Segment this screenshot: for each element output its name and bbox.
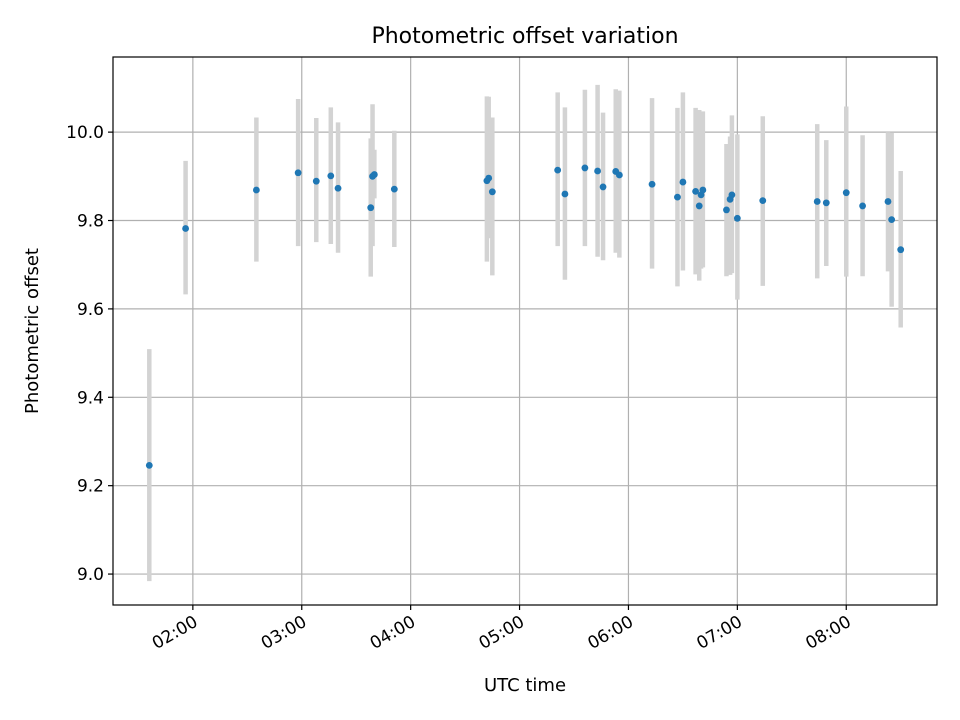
data-point [615,171,623,179]
data-point [370,171,378,178]
data-point [897,246,905,254]
data-point [367,204,375,212]
data-point [488,188,496,196]
data-point [888,216,896,224]
data-point [294,169,302,177]
data-point [842,189,850,197]
x-tick-label: 03:00 [258,612,310,654]
y-axis-ticks: 9.0 9.2 9.4 9.6 9.8 10.0 [66,123,113,585]
data-point [252,186,260,194]
data-point [723,206,730,214]
grid-lines [113,57,937,605]
x-tick-label: 07:00 [693,612,745,654]
x-tick-label: 02:00 [149,612,201,654]
data-point [759,197,767,205]
data-point [182,225,189,232]
data-point [679,178,687,186]
data-point [554,166,562,174]
y-tick-label: 9.2 [77,477,104,497]
data-point [728,191,736,199]
x-axis-ticks: 02:00 03:00 04:00 05:00 06:00 07:00 08:00 [149,605,855,654]
y-tick-label: 9.0 [77,565,104,585]
y-tick-label: 9.6 [77,300,104,320]
data-point [695,202,703,210]
error-bars [147,84,903,582]
data-point [334,184,342,192]
data-point [599,183,607,191]
y-tick-label: 9.8 [77,212,104,232]
data-point [594,167,601,175]
data-point [884,198,892,205]
data-point [674,193,681,201]
x-tick-label: 04:00 [367,612,419,654]
data-point [692,187,700,195]
data-point [312,177,320,185]
data-point [648,180,656,188]
data-point [733,214,741,222]
x-tick-label: 08:00 [802,612,854,654]
chart-title: Photometric offset variation [371,24,678,49]
data-point [699,186,707,194]
data-point [327,172,335,180]
y-tick-label: 10.0 [66,123,104,143]
data-points [145,164,905,469]
plot-frame [112,56,938,606]
data-point [390,185,398,193]
x-tick-label: 06:00 [585,612,637,654]
data-point [145,461,153,469]
data-point [859,202,866,210]
x-tick-label: 05:00 [476,612,528,654]
data-point [561,190,569,198]
data-point [485,174,493,182]
x-axis-label: UTC time [484,675,566,696]
y-tick-label: 9.4 [77,388,104,408]
data-point [822,199,830,207]
y-axis-label: Photometric offset [22,248,43,414]
data-point [581,164,589,172]
data-point [813,198,821,205]
